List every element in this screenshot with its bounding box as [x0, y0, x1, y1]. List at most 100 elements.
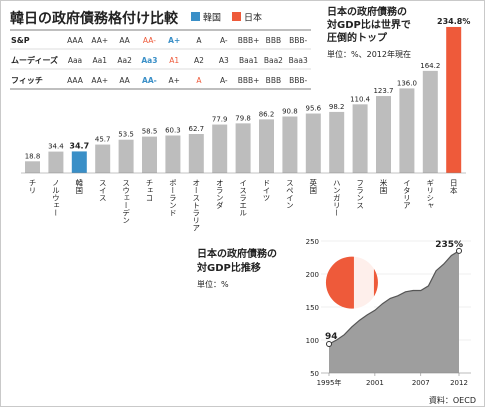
- bar-category-label: 英国: [309, 178, 318, 196]
- bar: [305, 113, 321, 173]
- rating-grade: BBB+: [238, 36, 260, 45]
- rating-grade: BBB-: [289, 76, 307, 85]
- rating-grade: AA+: [91, 76, 108, 85]
- x-tick-label: 2007: [412, 379, 430, 387]
- rating-grade: Aa1: [93, 56, 108, 65]
- bar-value-label: 110.4: [350, 95, 371, 103]
- rating-grade: Baa1: [239, 56, 258, 65]
- rating-grade: AAA: [67, 36, 84, 45]
- bar-value-label: 34.7: [69, 141, 89, 150]
- rating-grade: A+: [168, 76, 179, 85]
- y-tick-label: 250: [306, 238, 319, 246]
- bar-category-label: オーストラリア: [192, 179, 201, 232]
- bar-value-label: 45.7: [95, 136, 111, 144]
- bar: [118, 139, 134, 173]
- rating-grade: A: [196, 76, 202, 85]
- rating-agency: ムーディーズ: [11, 55, 58, 65]
- end-point: [456, 247, 462, 254]
- x-tick-label: 2012: [450, 379, 468, 387]
- rating-grade: A3: [219, 56, 229, 65]
- bar-category-label: スペイン: [285, 179, 294, 209]
- rating-agency: フィッチ: [11, 76, 43, 85]
- bar: [48, 151, 64, 173]
- bar-category-label: 日本: [449, 179, 458, 196]
- bar-value-label: 34.4: [48, 143, 64, 151]
- bar: [329, 111, 345, 173]
- bar: [95, 144, 111, 173]
- rating-agency: S&P: [11, 36, 30, 45]
- bar-category-label: 韓国: [75, 178, 84, 196]
- rating-grade: A1: [169, 56, 179, 65]
- bar-value-label: 123.7: [373, 87, 393, 95]
- bar-value-label: 95.6: [306, 105, 322, 113]
- bar: [282, 116, 298, 173]
- bar: [352, 104, 368, 173]
- bar: [165, 135, 181, 173]
- rating-grade: BBB: [266, 76, 281, 85]
- bar-chart: 18.8 チリ 34.4 ノルウェー 34.7 韓国 45.7 スイス 53.5 スウェーデン 58…: [21, 17, 470, 232]
- start-value-label: 94: [325, 332, 338, 342]
- rating-grade: A+: [168, 36, 180, 45]
- end-value-label: 235%: [435, 240, 463, 250]
- annotation-line-2: 対GDP比は世界で: [326, 18, 411, 31]
- bar: [235, 123, 251, 173]
- bar-category-label: オランダ: [215, 179, 224, 210]
- legend-label-japan: 日本: [244, 12, 262, 24]
- bar: [188, 134, 204, 173]
- bar-category-label: ポーランド: [168, 179, 177, 217]
- bar: [446, 26, 462, 173]
- y-tick-label: 200: [306, 271, 319, 279]
- rating-grade: A: [196, 36, 202, 45]
- page-title: 韓日の政府債務格付け比較: [10, 10, 179, 27]
- line-chart-title-1: 日本の政府債務の: [197, 247, 277, 260]
- rating-grade: AA: [119, 36, 130, 45]
- bar-value-label: 86.2: [259, 110, 275, 118]
- legend-label-korea: 韓国: [203, 13, 221, 24]
- x-tick-label: 1995年: [317, 378, 342, 387]
- bar-category-label: チリ: [28, 179, 37, 194]
- bar-value-label: 18.8: [25, 152, 41, 160]
- rating-grade: AA+: [91, 36, 108, 45]
- x-tick-label: 2001: [366, 379, 384, 387]
- annotation-line-1: 日本の政府債務の: [327, 5, 407, 18]
- annotation-line-3: 圧倒的トップ: [327, 31, 388, 44]
- bar-value-label: 79.8: [235, 114, 251, 122]
- bar-category-label: イスラエル: [238, 179, 247, 217]
- rating-grade: Aa3: [141, 56, 157, 65]
- bar-category-label: イタリア: [402, 179, 411, 209]
- rating-grade: Baa3: [289, 56, 308, 65]
- annotation: 日本の政府債務の 対GDP比は世界で 圧倒的トップ 単位：%、2012年現在: [326, 5, 411, 59]
- bar: [25, 161, 40, 173]
- bar-value-label: 60.3: [165, 126, 181, 134]
- bar-category-label: ギリシャ: [426, 179, 435, 209]
- bar-value-label: 58.5: [142, 128, 158, 136]
- line-chart-title-2: 対GDP比推移: [196, 261, 261, 274]
- bar-value-label: 234.8%: [437, 17, 470, 26]
- bar-category-label: フランス: [356, 179, 365, 209]
- bar: [259, 119, 274, 173]
- rating-grade: AA: [119, 76, 130, 85]
- y-tick-label: 150: [306, 304, 319, 312]
- bar-value-label: 62.7: [189, 125, 205, 133]
- debt-area: [329, 250, 459, 373]
- bar-category-label: ノルウェー: [51, 179, 60, 217]
- bar-category-label: スウェーデン: [121, 179, 130, 224]
- bar-category-label: スイス: [98, 179, 107, 202]
- line-chart-unit: 単位：%: [197, 279, 229, 289]
- sun-mask: [353, 255, 374, 310]
- rating-grade: AAA: [67, 76, 84, 85]
- start-point: [326, 340, 332, 347]
- bar-category-label: 米国: [379, 178, 388, 196]
- bar-value-label: 136.0: [397, 79, 417, 87]
- rating-grade: BBB+: [238, 76, 260, 85]
- bar: [399, 88, 415, 173]
- line-chart: 日本の政府債務の 対GDP比推移 単位：% 50 100 150 200 250 94 23…: [196, 238, 471, 387]
- bar: [71, 151, 87, 173]
- bar-category-label: ドイツ: [262, 179, 271, 202]
- rating-grade: BBB-: [289, 36, 307, 45]
- rating-grade: BBB: [266, 36, 281, 45]
- rating-grade: Aa2: [117, 56, 132, 65]
- bar-category-label: ハンガリー: [332, 179, 341, 217]
- rating-grade: AA-: [142, 76, 157, 85]
